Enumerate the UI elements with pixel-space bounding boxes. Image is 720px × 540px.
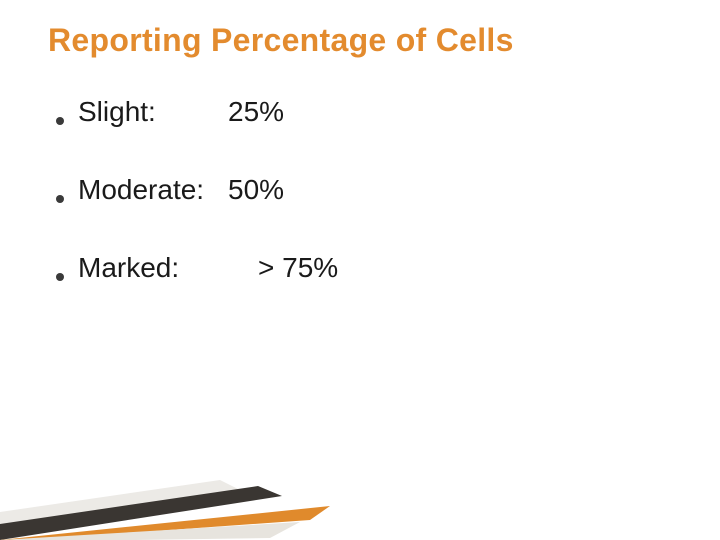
decor-stripe (0, 480, 240, 540)
bullet-list: Slight: 25% Moderate: 50% Marked: > 75% (56, 96, 338, 330)
item-value: > 75% (258, 252, 338, 284)
item-value: 25% (228, 96, 284, 128)
item-value: 50% (228, 174, 284, 206)
bullet-icon (56, 195, 64, 203)
item-label: Moderate: (78, 174, 228, 206)
corner-decor (0, 430, 330, 540)
bullet-icon (56, 117, 64, 125)
slide-title: Reporting Percentage of Cells (48, 22, 514, 59)
bullet-icon (56, 273, 64, 281)
decor-stripe (0, 522, 300, 540)
list-item: Slight: 25% (56, 96, 338, 128)
list-item: Marked: > 75% (56, 252, 338, 284)
decor-stripe (0, 486, 282, 540)
item-label: Marked: (78, 252, 258, 284)
item-label: Slight: (78, 96, 228, 128)
list-item: Moderate: 50% (56, 174, 338, 206)
decor-stripe (0, 506, 330, 540)
